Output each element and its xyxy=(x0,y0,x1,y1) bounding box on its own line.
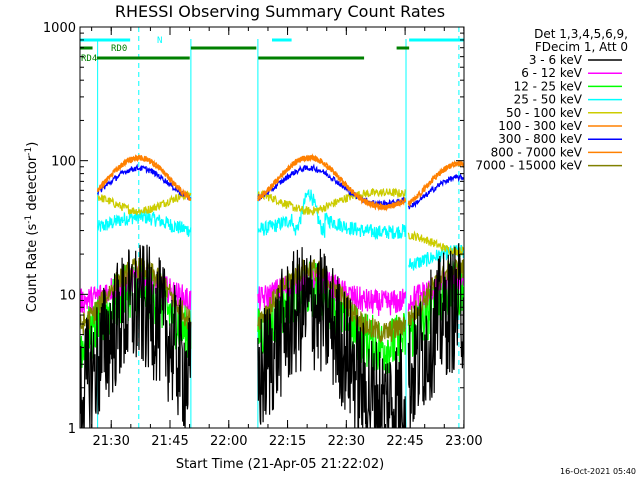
series-line-segment xyxy=(407,160,464,205)
legend-entry-label: 3 - 6 keV xyxy=(529,53,583,67)
series-line-segment xyxy=(407,159,464,208)
legend-entry-label: 300 - 800 keV xyxy=(498,132,582,146)
legend-entry-label: 6 - 12 keV xyxy=(521,66,583,80)
series-line-segment xyxy=(80,307,98,428)
legend-entry-label: 100 - 300 keV xyxy=(498,119,582,133)
series-line-segment xyxy=(407,243,464,428)
y-axis-label: Count Rate (s-1 detector-1) xyxy=(24,142,40,313)
series-line-segment xyxy=(257,153,407,212)
series-line-segment xyxy=(97,163,192,201)
series-line-segment xyxy=(97,190,192,216)
legend-entry-label: 7000 - 15000 keV xyxy=(475,159,582,173)
x-tick-label: 23:00 xyxy=(445,434,482,449)
y-tick-label: 1 xyxy=(68,422,76,437)
series-line-segment xyxy=(257,163,406,209)
legend-header-detectors: Det 1,3,4,5,6,9, xyxy=(534,27,628,41)
flag-label-rd4: RD4 xyxy=(81,54,97,64)
x-tick-label: 22:15 xyxy=(269,434,306,449)
series-line-segment xyxy=(407,173,464,210)
y-tick-label: 100 xyxy=(51,155,76,170)
legend-entry-label: 50 - 100 keV xyxy=(506,106,583,120)
flag-label-n: N xyxy=(157,36,162,46)
series-line-segment xyxy=(257,188,407,241)
plot-clip-group xyxy=(80,27,464,428)
series-line xyxy=(97,153,464,212)
plot-frame xyxy=(79,26,465,429)
x-tick-label: 22:00 xyxy=(210,434,247,449)
legend: Det 1,3,4,5,6,9, FDecim 1, Att 0 3 - 6 k… xyxy=(475,27,628,173)
legend-entry-label: 25 - 50 keV xyxy=(514,93,583,107)
series-line-segment xyxy=(257,247,407,428)
legend-header-decimation: FDecim 1, Att 0 xyxy=(535,40,628,54)
series-line-segment xyxy=(97,244,192,428)
chart-title: RHESSI Observing Summary Count Rates xyxy=(115,2,445,21)
plot-area: N RD0 RD4 xyxy=(80,27,464,428)
x-axis-label: Start Time (21-Apr-05 21:22:02) xyxy=(176,457,384,472)
series-line-segment xyxy=(97,209,192,237)
axes: 1 10 100 1000 21:30 21:45 22:00 22:15 22:30 22:45… xyxy=(43,21,483,449)
x-tick-label: 22:45 xyxy=(386,434,423,449)
legend-entry-label: 12 - 25 keV xyxy=(514,79,583,93)
y-tick-label: 10 xyxy=(59,288,76,303)
x-tick-label: 21:45 xyxy=(151,434,188,449)
series-line xyxy=(97,163,464,210)
series-line-segment xyxy=(80,301,98,368)
flag-label-rd0: RD0 xyxy=(111,44,127,54)
series-line xyxy=(80,243,464,428)
series-line-segment xyxy=(97,154,192,202)
series-line-segment xyxy=(257,187,406,217)
x-tick-label: 22:30 xyxy=(328,434,365,449)
x-tick-label: 21:30 xyxy=(92,434,129,449)
series-line-segment xyxy=(97,155,192,201)
timestamp: 16-Oct-2021 05:40 xyxy=(560,467,636,476)
y-tick-label: 1000 xyxy=(43,21,76,36)
legend-entry-label: 800 - 7000 keV xyxy=(491,145,583,159)
